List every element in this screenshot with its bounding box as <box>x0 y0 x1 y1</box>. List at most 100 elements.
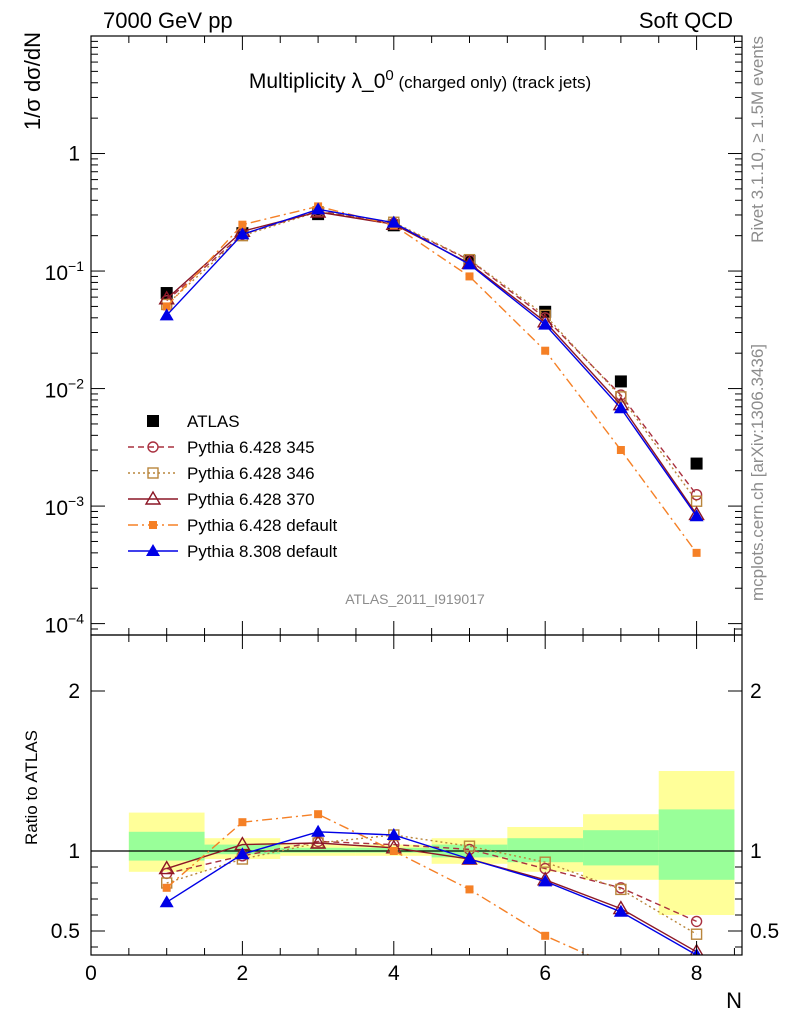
ratio-point <box>613 904 628 917</box>
legend-entry-5: Pythia 8.308 default <box>128 542 338 561</box>
ratio-point <box>309 834 327 849</box>
data-point <box>538 317 553 330</box>
series-5-main <box>159 202 704 522</box>
ratio-point <box>158 860 175 875</box>
ratio-y-tick-label-right: 1 <box>750 840 762 863</box>
legend-marker <box>144 490 162 505</box>
data-point <box>614 375 627 388</box>
ratio-line <box>166 840 697 923</box>
ratio-point <box>389 847 398 855</box>
data-point <box>616 446 625 455</box>
data-point <box>613 401 628 414</box>
main-title-text: Multiplicity λ_0 <box>249 70 386 93</box>
ratio-point <box>314 810 323 819</box>
legend-marker <box>147 441 159 453</box>
ratio-point <box>541 931 550 940</box>
main-plot-area: 1 10−1 10−2 10−3 10−4 <box>45 35 743 638</box>
main-y-tick-label: 10−1 <box>45 258 85 285</box>
main-title-suffix: (charged only) (track jets) <box>394 73 591 92</box>
ratio-plot-frame <box>90 634 743 956</box>
ratio-line <box>166 842 697 953</box>
ratio-line <box>166 831 697 955</box>
ratio-point <box>311 824 326 837</box>
x-tick-label: 6 <box>539 962 551 985</box>
legend-label: ATLAS <box>187 412 240 431</box>
ratio-point <box>690 915 703 928</box>
ratio-y-tick-label: 2 <box>68 680 80 703</box>
main-y-axis-title: 1/σ dσ/dN <box>20 32 45 130</box>
ratio-point <box>238 818 247 827</box>
ratio-x-axis-title: N <box>726 988 742 1013</box>
ratio-plot-area: 0.5 0.5 1 1 2 2 0 2 4 6 8 <box>51 634 779 985</box>
legend-entry-1: Pythia 6.428 345 <box>128 438 315 457</box>
ratio-line <box>166 813 591 955</box>
header-left-label: 7000 GeV pp <box>103 8 233 33</box>
ratio-point <box>690 928 703 940</box>
ratio-y-tick-label: 1 <box>68 840 80 863</box>
data-point <box>692 548 701 557</box>
series-line <box>166 210 698 502</box>
ratio-point <box>235 847 250 860</box>
x-tick-label: 8 <box>691 962 703 985</box>
legend-label: Pythia 6.428 346 <box>187 464 315 483</box>
main-title: Multiplicity λ_00 (charged only) (track … <box>249 67 591 93</box>
ratio-y-tick-label-right: 0.5 <box>750 920 779 943</box>
series-4-ratio <box>162 810 591 955</box>
main-y-tick-label: 10−2 <box>45 376 85 403</box>
rivet-version-label: Rivet 3.1.10, ≥ 1.5M events <box>748 36 767 243</box>
data-point <box>238 220 247 229</box>
data-point <box>690 488 703 501</box>
ratio-point <box>386 828 401 840</box>
data-point <box>690 457 703 470</box>
ratio-point <box>159 895 174 908</box>
legend-label: Pythia 6.428 default <box>187 516 338 535</box>
ratio-point <box>162 883 171 892</box>
legend-entry-2: Pythia 6.428 346 <box>128 464 315 483</box>
ratio-point <box>539 856 551 868</box>
uncertainty-band-green <box>280 847 356 853</box>
main-y-tick-label: 10−3 <box>45 493 85 520</box>
ratio-line <box>166 834 697 935</box>
series-5-ratio <box>159 824 701 955</box>
legend-marker <box>146 544 160 556</box>
series-2-main <box>160 205 703 507</box>
data-point <box>541 346 550 355</box>
data-point <box>159 308 174 321</box>
legend-marker <box>147 467 159 479</box>
ratio-point <box>689 943 704 955</box>
uncertainty-band-green <box>507 838 584 863</box>
ratio-point <box>465 885 474 894</box>
x-tick-label: 0 <box>85 962 97 985</box>
legend-entry-4: Pythia 6.428 default <box>128 516 338 535</box>
uncertainty-band-green <box>128 831 205 861</box>
data-point <box>462 257 477 270</box>
legend-label: Pythia 6.428 345 <box>187 438 315 457</box>
data-point <box>386 215 401 228</box>
legend-marker <box>147 415 159 427</box>
series-line <box>166 205 698 554</box>
main-y-tick-label: 10−4 <box>45 611 85 638</box>
ratio-y-axis-title: Ratio to ATLAS <box>22 730 41 845</box>
legend-marker <box>149 521 157 529</box>
series-line <box>166 208 698 517</box>
legend: ATLAS Pythia 6.428 345 Pythia 6.428 346 Pyt… <box>128 412 338 561</box>
legend-entry-0: ATLAS <box>147 412 240 431</box>
data-point <box>162 302 171 311</box>
data-point <box>311 202 326 215</box>
ratio-point <box>538 874 553 887</box>
main-y-tick-label: 1 <box>68 143 80 166</box>
ratio-point <box>462 852 477 864</box>
mcplots-label: mcplots.cern.ch [arXiv:1306.3436] <box>748 344 767 601</box>
ratio-point <box>615 883 627 896</box>
legend-label: Pythia 8.308 default <box>187 542 338 561</box>
uncertainty-band-green <box>583 830 659 866</box>
ratio-y-tick-label-right: 2 <box>750 680 762 703</box>
ratio-y-tick-label: 0.5 <box>51 920 80 943</box>
data-point <box>235 227 250 240</box>
header-right-label: Soft QCD <box>639 8 733 33</box>
uncertainty-band-green <box>658 809 735 880</box>
analysis-watermark: ATLAS_2011_I919017 <box>345 591 485 607</box>
x-tick-label: 2 <box>237 962 249 985</box>
legend-entry-3: Pythia 6.428 370 <box>128 490 315 509</box>
